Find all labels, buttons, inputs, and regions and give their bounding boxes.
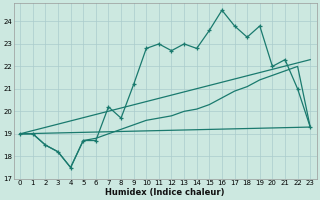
X-axis label: Humidex (Indice chaleur): Humidex (Indice chaleur) — [106, 188, 225, 197]
